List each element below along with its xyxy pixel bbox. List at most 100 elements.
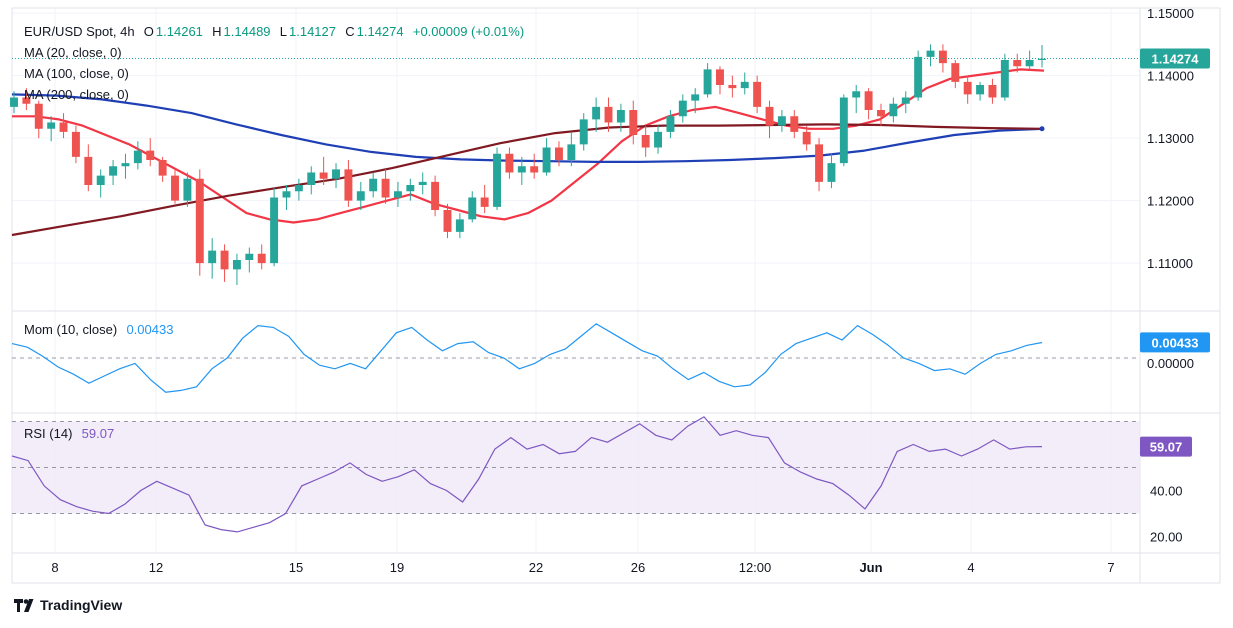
candle-body <box>1038 58 1046 60</box>
candle-body <box>319 172 328 179</box>
candle-body <box>901 97 910 104</box>
y-tick-label: 1.12000 <box>1147 194 1194 209</box>
rsi-title: RSI (14) <box>24 426 73 441</box>
symbol-label: EUR/USD Spot, 4h <box>24 24 135 39</box>
candle-body <box>418 181 427 185</box>
candle-body <box>567 144 576 160</box>
candle-body <box>555 147 563 160</box>
candle-body <box>393 191 402 198</box>
candle-body <box>71 131 80 157</box>
candle-body <box>158 160 167 176</box>
high-value: 1.14489 <box>223 24 271 39</box>
ma-line-0 <box>12 68 1045 224</box>
rsi-tick-label: 20.00 <box>1150 530 1183 545</box>
candle-body <box>59 122 68 132</box>
chart-border <box>11 7 1221 584</box>
ma20-legend: MA (20, close, 0) <box>24 45 122 60</box>
x-tick-label: 22 <box>529 560 543 575</box>
y-tick-label: 1.13000 <box>1147 131 1194 146</box>
candle-body <box>307 172 316 185</box>
rsi-tag-bg <box>1140 436 1192 457</box>
candle-body <box>914 56 923 98</box>
candle-body <box>703 69 712 95</box>
ma200-legend: MA (200, close, 0) <box>24 87 129 102</box>
candle-body <box>133 150 142 164</box>
price-legend: EUR/USD Spot, 4h O 1.14261 H 1.14489 L 1.14… <box>24 24 526 39</box>
open-value: 1.14261 <box>155 24 203 39</box>
x-tick-label: 7 <box>1107 560 1114 575</box>
rsi-tick-label: 40.00 <box>1150 484 1183 499</box>
rsi-legend-value: 59.07 <box>81 426 115 441</box>
candle-body <box>146 150 155 160</box>
rsi-tag-value: 59.07 <box>1150 440 1183 455</box>
mom-tag-bg <box>1140 332 1210 353</box>
candle-body <box>765 106 774 126</box>
low-label: L <box>279 24 287 39</box>
candle-body <box>245 253 254 260</box>
mom-legend: Mom (10, close) 0.00433 <box>24 322 175 337</box>
candle-body <box>22 97 31 104</box>
rsi-series <box>11 416 1043 533</box>
candle-body <box>344 169 353 201</box>
candle-body <box>951 63 960 82</box>
candle-body <box>777 116 786 126</box>
candle-body <box>282 191 291 198</box>
open-label: O <box>143 24 154 39</box>
candle-body <box>480 197 489 207</box>
candle-body <box>815 144 824 182</box>
tradingview-icon <box>14 598 34 612</box>
candle-body <box>257 253 266 264</box>
candle-body <box>976 85 985 95</box>
mom-tick-label: 0.00000 <box>1147 356 1194 371</box>
mom-title: Mom (10, close) <box>24 322 118 337</box>
mom-line <box>11 323 1043 393</box>
y-tick-label: 1.11000 <box>1147 256 1193 271</box>
candlestick-series <box>10 44 1140 285</box>
candle-body <box>716 69 724 85</box>
candle-body <box>666 116 675 132</box>
candle-body <box>183 178 192 201</box>
candle-body <box>232 260 241 270</box>
brand-name: TradingView <box>40 597 123 613</box>
candle-body <box>988 85 997 98</box>
candle-body <box>171 175 179 201</box>
x-tick-label: 26 <box>631 560 645 575</box>
candle-body <box>443 210 452 232</box>
ma100-legend: MA (100, close, 0) <box>24 66 129 81</box>
candle-body <box>963 81 972 95</box>
low-value: 1.14127 <box>289 24 336 39</box>
x-tick-label: 8 <box>51 560 58 575</box>
candle-body <box>381 178 390 198</box>
mom-legend-value: 0.00433 <box>126 322 174 337</box>
candle-body <box>369 178 378 192</box>
candle-body <box>270 197 279 264</box>
candle-body <box>728 85 737 89</box>
candle-body <box>468 197 477 220</box>
candle-body <box>864 91 873 110</box>
y-tick-label: 1.14000 <box>1147 69 1194 84</box>
axis-labels: 8 12 15 19 22 26 12:00 Jun 4 7 1.15000 1.14000 1.130… <box>51 6 1210 575</box>
candle-body <box>356 191 365 201</box>
candle-body <box>1013 60 1022 67</box>
ma-line-2 <box>11 123 1045 237</box>
candle-body <box>47 122 56 129</box>
candle-body <box>505 153 514 173</box>
candle-body <box>121 163 130 167</box>
price-tag-value: 1.14274 <box>1152 52 1200 67</box>
x-tick-label: 19 <box>390 560 404 575</box>
candle-body <box>517 166 526 173</box>
candle-body <box>332 169 340 179</box>
candle-body <box>616 110 625 123</box>
candle-body <box>592 106 601 120</box>
candle-body <box>938 50 947 64</box>
candle-body <box>10 97 18 107</box>
tradingview-logo[interactable]: TradingView <box>14 597 122 613</box>
candle-body <box>208 250 217 264</box>
candle-body <box>889 103 898 117</box>
close-label: C <box>345 24 355 39</box>
change-value: +0.00009 (+0.01%) <box>412 24 525 39</box>
x-tick-label: 4 <box>967 560 974 575</box>
candle-body <box>877 110 885 117</box>
